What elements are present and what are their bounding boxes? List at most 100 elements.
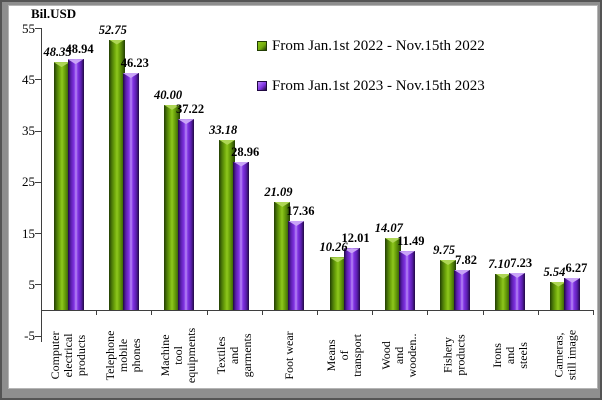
bar-2022 (53, 62, 70, 310)
bar-top-highlight (219, 139, 236, 145)
y-tick-label: 5 (28, 276, 36, 292)
bar-2023 (67, 59, 84, 310)
category-label-cell: Machine tool equipments (151, 316, 206, 388)
legend-marker-2022-icon (257, 41, 267, 51)
y-tick (35, 79, 41, 81)
category-label-cell: Computer electrical products (41, 316, 96, 388)
x-tick (593, 310, 594, 315)
category-label: Textiles and garments (213, 332, 254, 377)
bar-2022 (219, 139, 236, 310)
value-label: 10.26 (319, 240, 348, 255)
bar-2023 (564, 277, 581, 310)
category-label: Computer electrical products (48, 330, 89, 379)
y-axis-line (41, 28, 42, 342)
bar-top-highlight (274, 201, 291, 207)
x-tick (151, 310, 153, 315)
category-label: Telephone mobile phones (103, 330, 144, 380)
bar-top-highlight (495, 273, 512, 279)
value-label: 40.00 (153, 87, 183, 102)
x-tick (427, 310, 429, 315)
x-tick (537, 310, 539, 315)
value-label: 6.27 (565, 260, 588, 275)
y-tick-label: 25 (22, 174, 35, 190)
value-label: 46.23 (120, 55, 149, 70)
bar-2022 (329, 257, 346, 310)
value-label: 14.07 (374, 220, 403, 235)
value-label: 48.94 (65, 42, 94, 57)
value-label: 5.54 (543, 264, 566, 279)
bar-top-highlight (329, 257, 346, 263)
y-tick (35, 181, 41, 183)
bar-top-highlight (67, 59, 84, 65)
category-label-cell: Telephone mobile phones (96, 316, 151, 388)
legend-item-2023: From Jan.1st 2023 - Nov.15th 2023 (257, 76, 485, 96)
bar-top-highlight (440, 260, 456, 265)
y-tick (35, 130, 41, 132)
x-tick (317, 310, 318, 315)
bar-2022 (164, 104, 180, 310)
x-tick (372, 310, 374, 315)
category-label: Means of transport (324, 333, 365, 377)
bar-2022 (384, 237, 401, 310)
y-tick (35, 233, 41, 235)
bar-top-highlight (509, 272, 526, 278)
category-label: Foot wear (281, 330, 296, 380)
value-label: 11.49 (397, 234, 425, 249)
category-label-cell: Foot wear (262, 316, 317, 388)
x-tick (96, 310, 98, 315)
value-label: 28.96 (231, 144, 260, 159)
bar-2022 (274, 201, 291, 310)
bar-top-highlight (454, 269, 470, 275)
value-label: 7.23 (510, 255, 533, 270)
category-label-cell: Cameras, still image (538, 316, 593, 388)
bar-2023 (343, 248, 360, 310)
category-label-cell: Means of transport (317, 316, 372, 388)
bar-top-highlight (550, 281, 567, 287)
bar-2022 (550, 281, 567, 310)
value-label: 37.22 (175, 102, 205, 117)
bar-2023 (178, 119, 194, 310)
y-tick (35, 335, 41, 337)
bar-2023 (288, 220, 305, 310)
category-label-cell: Textiles and garments (207, 316, 262, 388)
bar-top-highlight (178, 119, 194, 125)
legend-marker-2023-icon (257, 81, 267, 91)
bar-top-highlight (384, 237, 401, 243)
value-label: 7.82 (455, 252, 477, 267)
bar-top-highlight (122, 72, 139, 78)
bar-top-highlight (398, 251, 415, 257)
plot-area: 55 45 35 25 15 5 -5 Computer electrical product… (9, 6, 597, 388)
value-label: 12.01 (341, 231, 370, 246)
value-label: 7.10 (488, 256, 511, 271)
value-label: 9.75 (433, 243, 455, 257)
bar-2023 (398, 251, 415, 310)
category-label-cell: Fishery products (427, 316, 482, 388)
value-label: 48.35 (43, 45, 72, 60)
value-label: 33.18 (209, 122, 238, 137)
bar-top-highlight (343, 248, 360, 254)
y-axis-title: Bil.USD (31, 6, 77, 21)
bar-2022 (108, 39, 125, 310)
category-label: Wood and wooden.. (379, 332, 420, 377)
value-label: 21.09 (264, 184, 293, 199)
x-tick (261, 310, 263, 315)
category-label: Machine tool equipments (158, 327, 199, 383)
bar-2022 (495, 273, 512, 310)
category-label: Irons and steels (489, 341, 530, 369)
legend-label-2023: From Jan.1st 2023 - Nov.15th 2023 (272, 77, 485, 94)
y-tick (35, 28, 41, 29)
x-tick (41, 310, 42, 315)
legend-item-2022: From Jan.1st 2022 - Nov.15th 2022 (257, 36, 485, 56)
bar-2022 (440, 260, 456, 310)
bar-top-highlight (53, 62, 70, 68)
x-tick (206, 310, 208, 315)
category-label: Cameras, still image (551, 329, 579, 381)
value-label: 17.36 (286, 203, 315, 218)
bar-top-highlight (108, 39, 125, 45)
x-tick (482, 310, 484, 315)
value-label: 52.75 (98, 22, 127, 37)
legend: From Jan.1st 2022 - Nov.15th 2022 From J… (257, 36, 485, 116)
bar-top-highlight (288, 220, 305, 226)
y-tick-label: 35 (22, 123, 35, 139)
category-label-cell: Irons and steels (483, 316, 538, 388)
